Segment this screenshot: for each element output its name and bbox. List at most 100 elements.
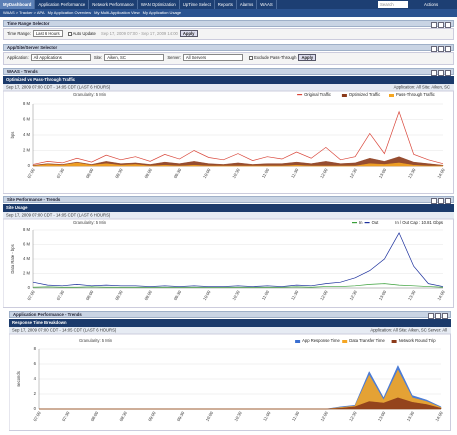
x-tick-label: 08:30	[114, 289, 124, 301]
y-tick-label: 2 M	[23, 148, 30, 153]
breadcrumb-link[interactable]: My Multi-Application View	[94, 10, 140, 15]
nav-tab[interactable]: Reports	[215, 0, 237, 9]
nav-tab[interactable]: Network Performance	[89, 0, 138, 9]
legend-swatch	[391, 340, 397, 343]
nav-tab[interactable]: UpTime Select	[180, 0, 215, 9]
x-tick-label: 12:00	[319, 410, 329, 422]
series-area	[32, 156, 444, 167]
x-tick-label: 11:30	[290, 289, 300, 301]
nav-tab[interactable]: Alarms	[237, 0, 258, 9]
x-tick-label: 09:30	[173, 167, 183, 179]
panel-body: Application: All Applications Site: Aiken,…	[3, 52, 454, 65]
chart-title: Optimized vs Pass-Through Traffic	[6, 77, 76, 82]
panel-header: Application Performance - Trends	[9, 311, 451, 319]
y-axis-label: Data Rate - bps	[10, 244, 15, 273]
x-tick-label: 13:00	[378, 167, 388, 179]
panel-title: WAAS - Trends	[7, 69, 38, 74]
legend-swatch	[352, 222, 357, 224]
chart: Optimized vs Pass-Through Traffic Sep 17,…	[3, 76, 454, 194]
x-tick-label: 07:00	[32, 410, 42, 422]
legend-note: In / Out Cap : 10.81 Gbps	[395, 220, 443, 225]
label: Site:	[93, 55, 103, 60]
x-tick-label: 13:00	[378, 289, 388, 301]
panel-title: App/Site/Server Selector	[7, 45, 58, 50]
x-tick-label: 12:30	[348, 410, 358, 422]
panel-header: Time Range Selector	[3, 20, 454, 28]
x-tick-label: 07:30	[56, 289, 66, 301]
breadcrumb-link[interactable]: WAAS > Tracker > APA	[3, 10, 45, 15]
panel-header: App/Site/Server Selector	[3, 44, 454, 52]
legend-label: Original Traffic	[304, 92, 331, 97]
chart-header	[3, 76, 454, 84]
x-tick-label: 12:00	[319, 167, 329, 179]
chart-title: Response Time Breakdown	[12, 320, 67, 325]
nav-tab[interactable]: WAAS	[257, 0, 277, 9]
chart-period: Sep 17, 2009 07:00 CDT - 14:05 CDT (LAST…	[6, 85, 111, 90]
label: Application:	[7, 55, 29, 60]
x-tick-label: 14:00	[434, 410, 444, 422]
series-area	[39, 397, 442, 410]
search-box[interactable]: Search	[378, 1, 408, 8]
breadcrumb-link[interactable]: My Application Usage	[142, 10, 182, 15]
granularity: Granularity: 5 Min	[73, 220, 107, 225]
breadcrumb-link[interactable]: My Application Overview	[47, 10, 92, 15]
granularity: Granularity: 5 Min	[79, 338, 113, 343]
y-tick-label: 2 M	[23, 271, 30, 276]
chart-header	[9, 319, 451, 327]
x-tick-label: 10:30	[233, 410, 243, 422]
x-tick-label: 07:30	[56, 167, 66, 179]
x-tick-label: 08:00	[85, 289, 95, 301]
dropdown[interactable]: Last 6 Hours	[32, 30, 63, 37]
dropdown[interactable]: All Applications	[30, 54, 91, 61]
x-tick-label: 09:30	[176, 410, 186, 422]
legend-label: Data Transfer Time	[349, 338, 385, 343]
y-tick-label: 4 M	[23, 256, 30, 261]
y-tick-label: 8 M	[23, 101, 30, 106]
actions-menu[interactable]: Actions	[424, 2, 439, 7]
y-tick-label: 4	[34, 376, 37, 381]
legend-swatch	[389, 94, 394, 97]
chart-filters: Application: All Site: Aiken, SC	[394, 85, 450, 90]
checkbox[interactable]	[249, 55, 254, 60]
plot-frame	[3, 218, 454, 308]
dropdown[interactable]: All Servers	[182, 54, 243, 61]
x-tick-label: 10:00	[205, 410, 215, 422]
dropdown[interactable]: Aiken, SC	[104, 54, 165, 61]
nav-tab[interactable]: MyDashboard	[0, 0, 36, 9]
nav-tab[interactable]: Application Performance	[35, 0, 90, 9]
x-tick-label: 09:00	[147, 410, 157, 422]
y-tick-label: 8 M	[23, 227, 30, 232]
x-tick-label: 14:00	[436, 167, 446, 179]
breadcrumb: WAAS > Tracker > APA My Application Overv…	[0, 9, 457, 17]
series-line	[32, 283, 444, 288]
x-tick-label: 13:30	[407, 289, 417, 301]
x-tick-label: 10:30	[231, 167, 241, 179]
legend-swatch	[364, 222, 370, 224]
checkbox[interactable]	[67, 31, 72, 36]
y-axis-label: seconds	[16, 371, 21, 387]
x-tick-label: 07:00	[26, 289, 36, 301]
x-tick-label: 11:00	[261, 289, 271, 301]
chart-subheader	[3, 212, 454, 219]
x-tick-label: 08:30	[114, 167, 124, 179]
x-tick-label: 11:00	[262, 410, 272, 422]
legend-label: App Response Time	[302, 338, 340, 343]
granularity: Granularity: 5 Min	[73, 92, 107, 97]
x-tick-label: 11:30	[291, 410, 301, 422]
chart-subheader	[9, 327, 451, 334]
legend-swatch	[342, 340, 348, 343]
legend-swatch	[341, 94, 347, 97]
x-tick-label: 11:30	[290, 167, 300, 179]
y-tick-label: 0	[28, 285, 31, 290]
panel-header: Site Performance - Trends	[3, 196, 454, 204]
x-tick-label: 11:00	[261, 167, 271, 179]
chart: Response Time Breakdown Sep 17, 2009 07:0…	[9, 319, 451, 431]
x-tick-label: 10:00	[202, 167, 212, 179]
panel-title: Site Performance - Trends	[7, 197, 61, 202]
y-tick-label: 6	[34, 361, 37, 366]
y-tick-label: 0	[34, 406, 37, 411]
nav-tab[interactable]: WAN Optimization	[138, 0, 180, 9]
apply-button[interactable]: Apply	[298, 54, 317, 61]
apply-button[interactable]: Apply	[179, 30, 198, 37]
